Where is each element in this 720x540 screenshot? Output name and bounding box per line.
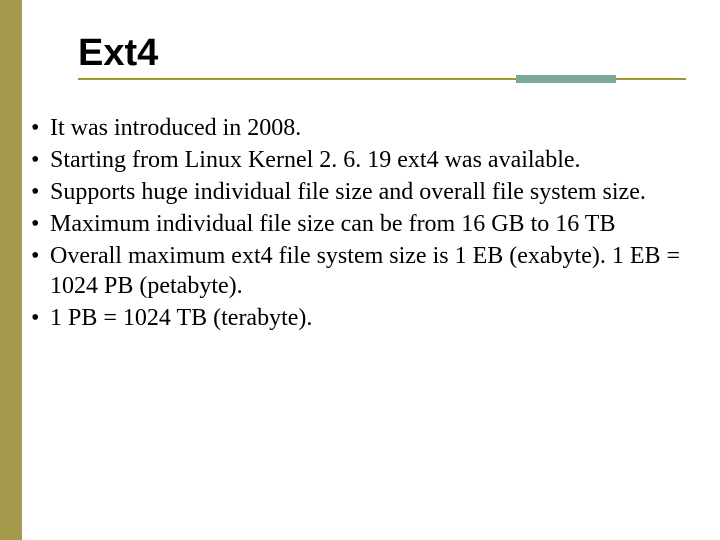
- bullet-item: 1 PB = 1024 TB (terabyte).: [31, 303, 711, 333]
- bullet-item: It was introduced in 2008.: [31, 113, 711, 143]
- left-sidebar-decoration: [0, 0, 22, 540]
- bullet-item: Maximum individual file size can be from…: [31, 209, 711, 239]
- bullet-item: Supports huge individual file size and o…: [31, 177, 711, 207]
- bullet-item: Overall maximum ext4 file system size is…: [31, 241, 711, 301]
- slide-content: It was introduced in 2008. Starting from…: [31, 113, 711, 335]
- title-underline: [78, 78, 686, 82]
- bullet-item: Starting from Linux Kernel 2. 6. 19 ext4…: [31, 145, 711, 175]
- slide-title: Ext4: [78, 32, 158, 75]
- bullet-list: It was introduced in 2008. Starting from…: [31, 113, 711, 333]
- underline-accent-block: [516, 75, 616, 83]
